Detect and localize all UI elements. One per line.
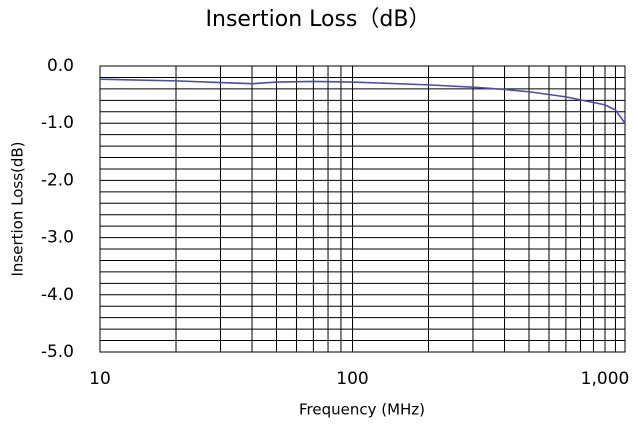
y-tick-label: -4.0	[41, 285, 74, 305]
y-tick-label: -5.0	[41, 342, 74, 362]
chart-title: Insertion Loss（dB）	[206, 7, 431, 32]
plot-frame	[99, 65, 626, 353]
x-axis-title: Frequency (MHz)	[299, 401, 425, 419]
x-tick-label: 1,000	[581, 369, 630, 389]
y-tick-label: -1.0	[41, 113, 74, 133]
x-tick-label: 100	[336, 369, 368, 389]
y-tick-label: -2.0	[41, 170, 74, 190]
y-axis-title: Insertion Loss(dB)	[9, 141, 27, 276]
y-tick-label: 0.0	[47, 56, 74, 76]
x-tick-label: 10	[89, 369, 111, 389]
data-line	[99, 78, 626, 124]
y-tick-label: -3.0	[41, 228, 74, 248]
